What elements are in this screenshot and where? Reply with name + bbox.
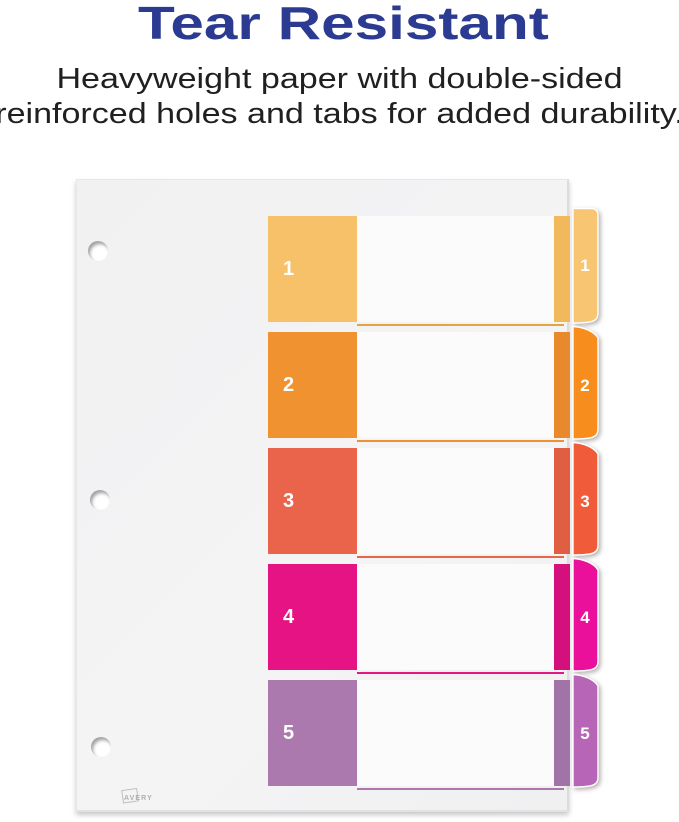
svg-text:AVERY: AVERY: [124, 795, 153, 802]
